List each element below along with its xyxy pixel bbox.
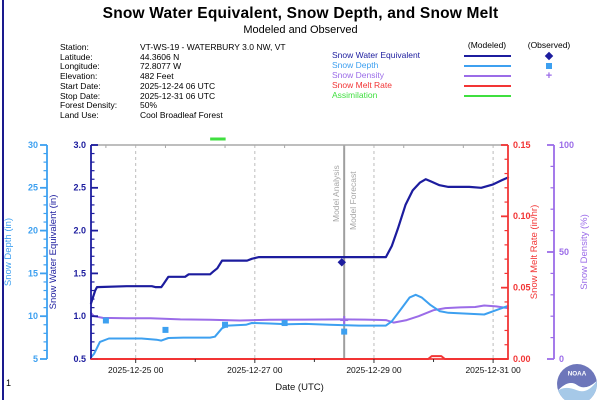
station-value: VT-WS-19 - WATERBURY 3.0 NW, VT (140, 42, 286, 52)
depth-observed-square-marker (102, 317, 109, 324)
noaa-logo: NOAA (557, 364, 597, 400)
legend-header: (Modeled) (Observed) (332, 39, 582, 50)
page-title: Snow Water Equivalent, Snow Depth, and S… (102, 5, 499, 22)
legend-row-assimilation: Assimilation (332, 90, 582, 100)
square-marker-icon (546, 62, 552, 69)
density-tick-label: 50 (559, 247, 569, 257)
station-row-stop-date: Stop Date: 2025-12-31 06 UTC (60, 90, 286, 102)
depth-tick-label: 5 (33, 354, 38, 364)
melt-tick-label: 0.15 (513, 140, 531, 150)
depth-observed-square-marker (162, 326, 169, 333)
swe-tick-label: 3.0 (73, 140, 86, 150)
legend-row-swe: Snow Water Equivalent (332, 50, 582, 60)
x-tick-label: 2025-12-29 00 (346, 365, 402, 375)
density-tick-label: 0 (559, 354, 564, 364)
legend-line-swatch (463, 84, 511, 87)
station-label: Station: (60, 42, 89, 52)
legend-label: Snow Water Equivalent (332, 50, 421, 60)
station-label: Elevation: (60, 71, 98, 82)
station-label: Longitude: (60, 61, 100, 72)
noaa-gull-icon (557, 380, 597, 392)
station-value: 72.8077 W (140, 61, 182, 72)
legend-row-snow-depth: Snow Depth (332, 60, 582, 70)
model-analysis-label: Model Analysis (331, 165, 341, 222)
series-density-modeled (90, 304, 509, 324)
depth-observed-square-marker (341, 328, 348, 335)
density-axis-title: Snow Density (%) (579, 214, 590, 290)
station-value: 2025-12-31 06 UTC (140, 90, 216, 101)
depth-tick-label: 25 (28, 183, 38, 193)
legend-label: Snow Density (332, 70, 384, 80)
melt-tick-label: 0.00 (513, 354, 531, 364)
legend-line-swatch (463, 94, 511, 97)
depth-tick-label: 30 (28, 140, 38, 150)
model-forecast-label: Model Forecast (348, 171, 358, 230)
station-value: 2025-12-24 06 UTC (140, 80, 216, 91)
legend-label: Snow Melt Rate (332, 80, 392, 90)
page-left-border (2, 0, 4, 400)
depth-observed-square-marker (281, 320, 288, 327)
swe-tick-label: 0.5 (73, 354, 86, 364)
swe-tick-label: 2.5 (73, 183, 86, 193)
station-label: Land Use: (60, 109, 99, 120)
melt-tick-label: 0.10 (513, 211, 531, 221)
swe-tick-label: 2.0 (73, 225, 86, 235)
station-row-land-use: Land Use: Cool Broadleaf Forest (60, 109, 286, 121)
depth-tick-label: 20 (28, 225, 38, 235)
station-row-forest-density: Forest Density: 50% (60, 101, 286, 111)
legend-row-snow-density: Snow Density + (332, 69, 582, 82)
station-row-latitude: Latitude: 44.3606 N (60, 51, 286, 63)
page-number: 1 (6, 378, 12, 388)
page-subtitle: Modeled and Observed (243, 24, 358, 36)
station-row-start-date: Start Date: 2025-12-24 06 UTC (60, 80, 286, 92)
legend: (Modeled) (Observed) Snow Water Equivale… (332, 39, 582, 101)
legend-row-snow-melt-rate: Snow Melt Rate (332, 80, 582, 90)
melt-tick-label: 0.05 (513, 283, 531, 293)
density-tick-label: 100 (559, 140, 574, 150)
legend-label: Snow Depth (332, 60, 379, 70)
station-value: Cool Broadleaf Forest (140, 109, 223, 120)
station-label: Start Date: (60, 80, 101, 91)
legend-line-swatch (463, 74, 511, 77)
swe-axis-title: Snow Water Equivalent (in) (48, 195, 59, 310)
station-info: Station: VT-WS-19 - WATERBURY 3.0 NW, VT … (60, 42, 286, 121)
legend-modeled-header: (Modeled) (467, 39, 507, 50)
station-label: Stop Date: (60, 90, 101, 101)
depth-tick-label: 10 (28, 311, 38, 321)
series-depth-modeled (90, 293, 509, 359)
station-row-station: Station: VT-WS-19 - WATERBURY 3.0 NW, VT (60, 42, 286, 53)
station-value: 482 Feet (140, 71, 174, 82)
melt-axis-title: Snow Melt Rate (in/hr) (529, 205, 540, 300)
depth-axis-title: Snow Depth (in) (3, 218, 14, 286)
swe-tick-label: 1.0 (73, 311, 86, 321)
depth-tick-label: 15 (28, 268, 38, 278)
legend-line-swatch (463, 54, 511, 57)
x-axis-title: Date (UTC) (275, 382, 324, 393)
plus-marker-icon: + (545, 69, 553, 82)
x-tick-label: 2025-12-25 00 (108, 365, 164, 375)
swe-tick-label: 1.5 (73, 268, 86, 278)
station-row-longitude: Longitude: 72.8077 W (60, 62, 286, 72)
station-label: Latitude: (60, 51, 93, 62)
station-row-elevation: Elevation: 482 Feet (60, 71, 286, 82)
station-label: Forest Density: (60, 100, 118, 111)
series-swe-modeled (89, 176, 510, 305)
depth-observed-square-marker (222, 321, 229, 328)
legend-line-swatch (463, 64, 511, 67)
noaa-logo-text: NOAA (568, 371, 587, 378)
x-tick-label: 2025-12-31 00 (465, 365, 521, 375)
swe-observed-diamond-marker (337, 258, 346, 267)
legend-label: Assimilation (332, 90, 378, 100)
station-value: 50% (140, 100, 158, 111)
legend-observed-header: (Observed) (527, 39, 571, 50)
station-value: 44.3606 N (140, 51, 180, 62)
x-tick-label: 2025-12-27 00 (227, 365, 283, 375)
